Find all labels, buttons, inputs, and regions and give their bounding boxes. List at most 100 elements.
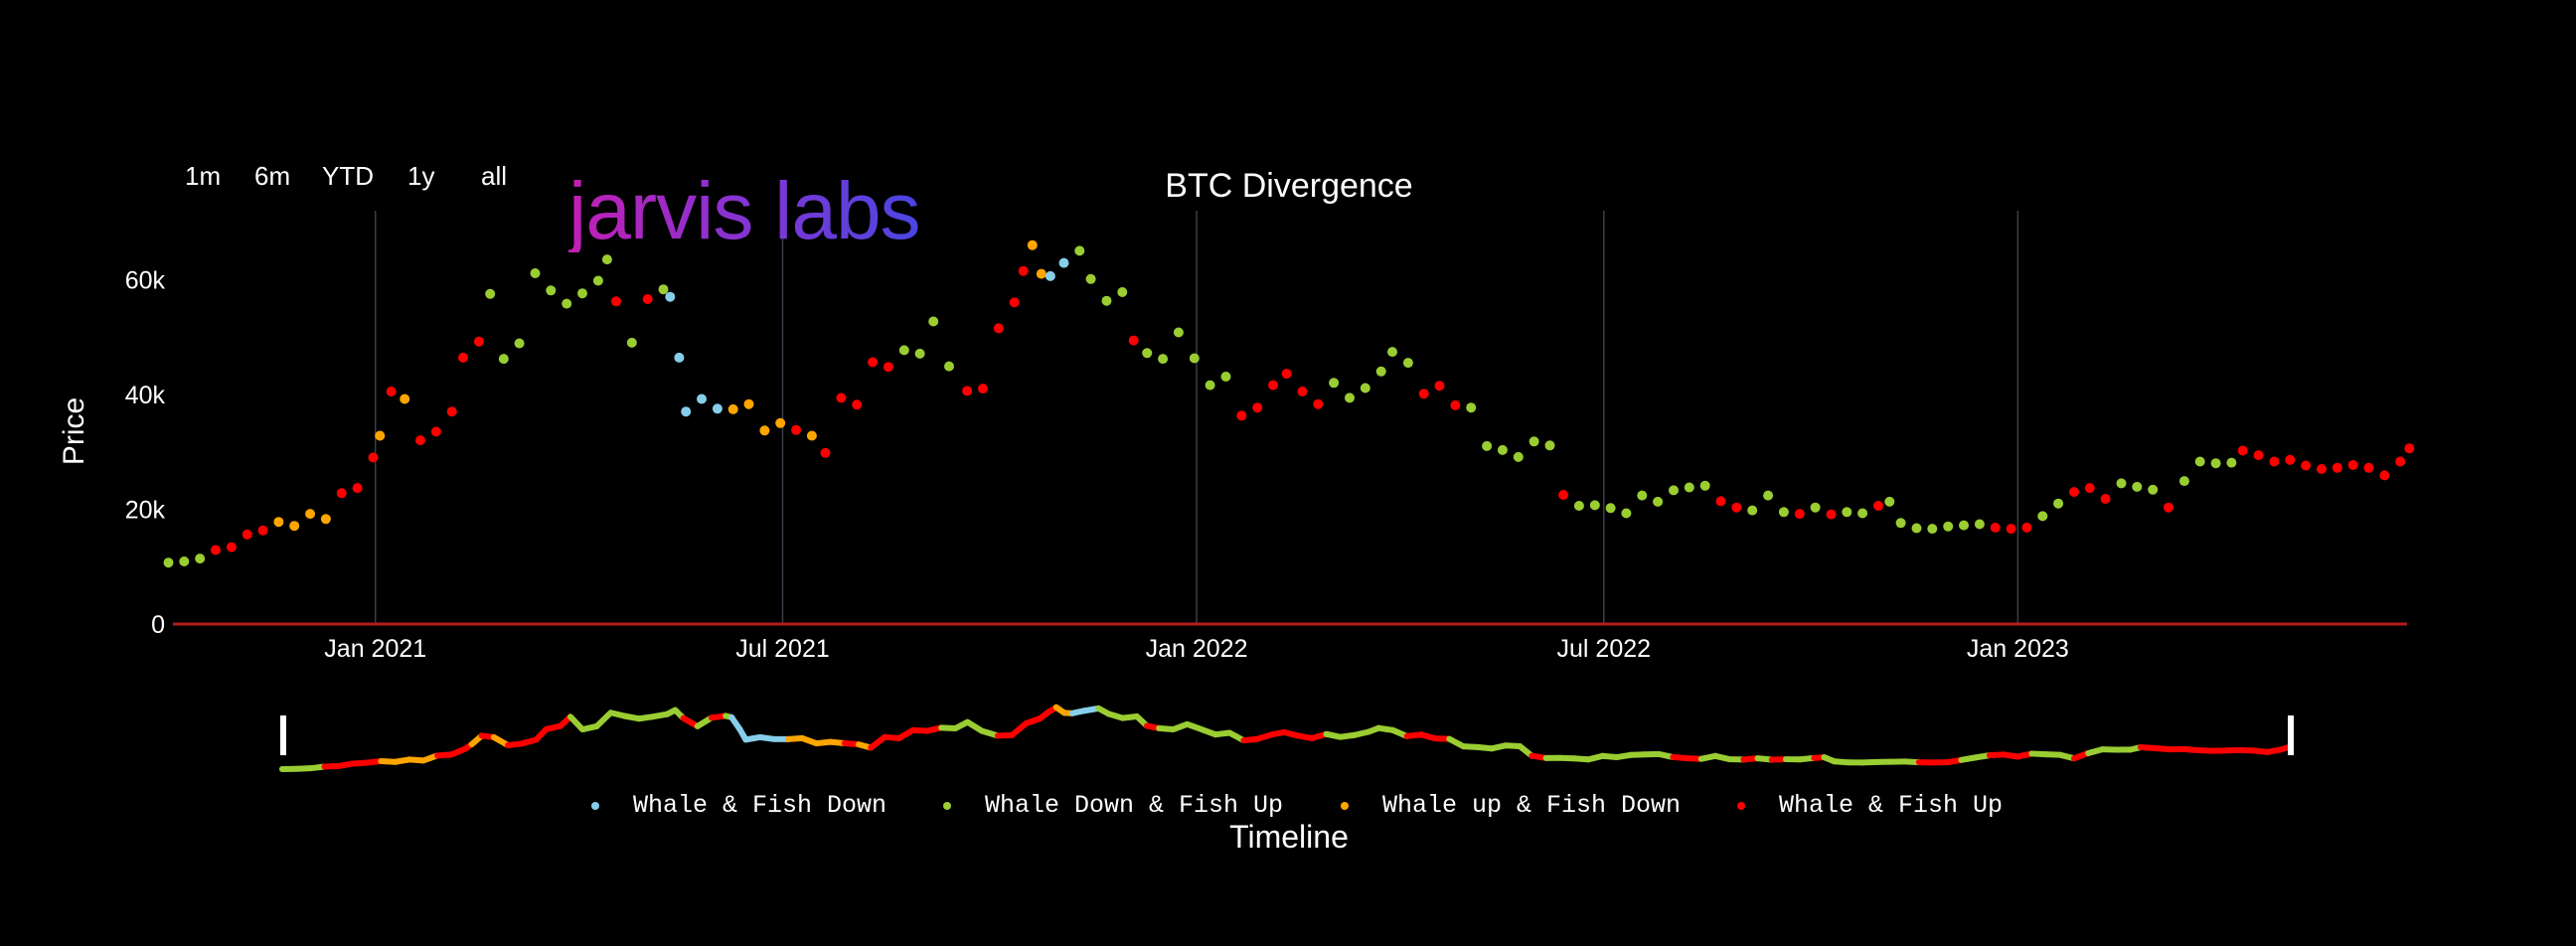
range-slider[interactable] bbox=[278, 704, 2294, 772]
range-button-ytd[interactable]: YTD bbox=[322, 161, 374, 191]
data-point bbox=[2210, 458, 2221, 469]
data-point bbox=[1927, 524, 1938, 535]
range-slider-segment bbox=[593, 710, 614, 729]
data-point bbox=[1268, 380, 1278, 391]
data-point bbox=[1036, 268, 1046, 279]
chart-title: BTC Divergence bbox=[1165, 167, 1413, 205]
data-point bbox=[2148, 484, 2159, 495]
data-point bbox=[1220, 372, 1231, 382]
data-point bbox=[273, 517, 284, 528]
data-point bbox=[1018, 265, 1029, 276]
data-point bbox=[1329, 378, 1340, 389]
data-point bbox=[1826, 509, 1837, 520]
range-button-6m[interactable]: 6m bbox=[254, 161, 291, 191]
range-button-all[interactable]: all bbox=[481, 161, 508, 191]
data-point bbox=[665, 291, 676, 302]
data-point bbox=[820, 447, 831, 458]
data-point bbox=[1466, 402, 1477, 413]
data-point bbox=[658, 284, 669, 295]
data-point bbox=[2226, 457, 2237, 468]
legend-marker-icon bbox=[591, 801, 599, 810]
data-point bbox=[1236, 410, 1247, 421]
data-point bbox=[1027, 239, 1038, 250]
data-point bbox=[993, 323, 1004, 334]
y-axis-label: Price bbox=[58, 396, 90, 466]
data-point bbox=[2269, 456, 2280, 467]
data-point bbox=[852, 399, 863, 410]
legend-marker-icon bbox=[1341, 801, 1349, 810]
data-point bbox=[1142, 348, 1153, 359]
legend-item-whale-down-fish-up[interactable]: Whale Down & Fish Up bbox=[943, 791, 1283, 820]
legend-item-whale-fish-down[interactable]: Whale & Fish Down bbox=[591, 791, 886, 820]
data-point bbox=[1558, 490, 1569, 500]
data-point bbox=[1684, 482, 1694, 493]
data-point bbox=[962, 386, 973, 396]
data-point bbox=[1959, 520, 1969, 531]
legend-item-whale-fish-up[interactable]: Whale & Fish Up bbox=[1737, 791, 2003, 820]
data-point bbox=[1085, 273, 1096, 284]
data-point bbox=[1715, 496, 1726, 507]
data-point bbox=[1589, 500, 1600, 511]
data-point bbox=[458, 352, 468, 363]
legend-marker-icon bbox=[943, 801, 951, 810]
data-point bbox=[289, 521, 300, 532]
data-point bbox=[2285, 454, 2296, 465]
data-point bbox=[163, 557, 174, 568]
data-point bbox=[1810, 502, 1821, 513]
data-point bbox=[1058, 257, 1069, 268]
range-button-1y[interactable]: 1y bbox=[407, 161, 435, 191]
data-point bbox=[1009, 297, 1020, 308]
legend-item-whale-up-fish-down[interactable]: Whale up & Fish Down bbox=[1341, 791, 1681, 820]
data-point bbox=[1731, 502, 1742, 513]
data-point bbox=[1418, 389, 1429, 399]
x-axis-label: Timeline bbox=[1229, 819, 1349, 855]
range-slider-left-handle[interactable] bbox=[280, 715, 286, 755]
data-point bbox=[2178, 476, 2189, 487]
data-point bbox=[2253, 450, 2264, 461]
data-point bbox=[1297, 387, 1308, 396]
data-point bbox=[883, 362, 893, 373]
data-point bbox=[1450, 399, 1461, 410]
data-point bbox=[1544, 440, 1555, 451]
data-point bbox=[1360, 383, 1370, 394]
data-point bbox=[1173, 327, 1184, 338]
data-point bbox=[400, 394, 410, 404]
data-point bbox=[446, 406, 457, 417]
y-axis-ticks: 0 20k 40k 60k bbox=[125, 266, 166, 639]
data-point bbox=[1857, 508, 1868, 519]
range-button-1m[interactable]: 1m bbox=[185, 161, 222, 191]
data-point bbox=[1402, 358, 1413, 369]
data-point bbox=[2317, 464, 2327, 474]
y-tick-label: 60k bbox=[125, 266, 166, 294]
data-point bbox=[2053, 498, 2064, 509]
data-point bbox=[2132, 481, 2143, 492]
data-point bbox=[336, 488, 347, 499]
data-point bbox=[1637, 490, 1648, 501]
data-point bbox=[1313, 398, 1324, 409]
data-point bbox=[1158, 354, 1169, 365]
data-point bbox=[1345, 393, 1355, 403]
data-point bbox=[2347, 460, 2358, 470]
data-point bbox=[1513, 451, 1524, 462]
data-point bbox=[2100, 494, 2111, 504]
x-tick-label: Jan 2023 bbox=[1967, 635, 2069, 663]
data-point bbox=[546, 285, 557, 296]
data-point bbox=[626, 337, 637, 348]
data-point bbox=[1895, 518, 1906, 529]
jarvis-labs-logo: jarvis labs bbox=[568, 166, 921, 256]
data-point bbox=[2363, 462, 2374, 473]
data-point bbox=[2164, 502, 2174, 513]
data-point bbox=[759, 425, 770, 436]
legend-label: Whale & Fish Up bbox=[1779, 791, 2004, 820]
range-slider-right-handle[interactable] bbox=[2288, 715, 2294, 755]
data-point bbox=[1884, 496, 1895, 507]
range-slider-segment bbox=[1009, 720, 1030, 738]
data-point bbox=[2301, 460, 2312, 471]
x-tick-label: Jul 2021 bbox=[735, 635, 830, 663]
data-point bbox=[1189, 353, 1200, 364]
data-point bbox=[1205, 380, 1215, 391]
data-point bbox=[1497, 444, 1508, 455]
data-point bbox=[727, 403, 738, 414]
data-point bbox=[611, 296, 621, 307]
data-point bbox=[2404, 443, 2415, 454]
